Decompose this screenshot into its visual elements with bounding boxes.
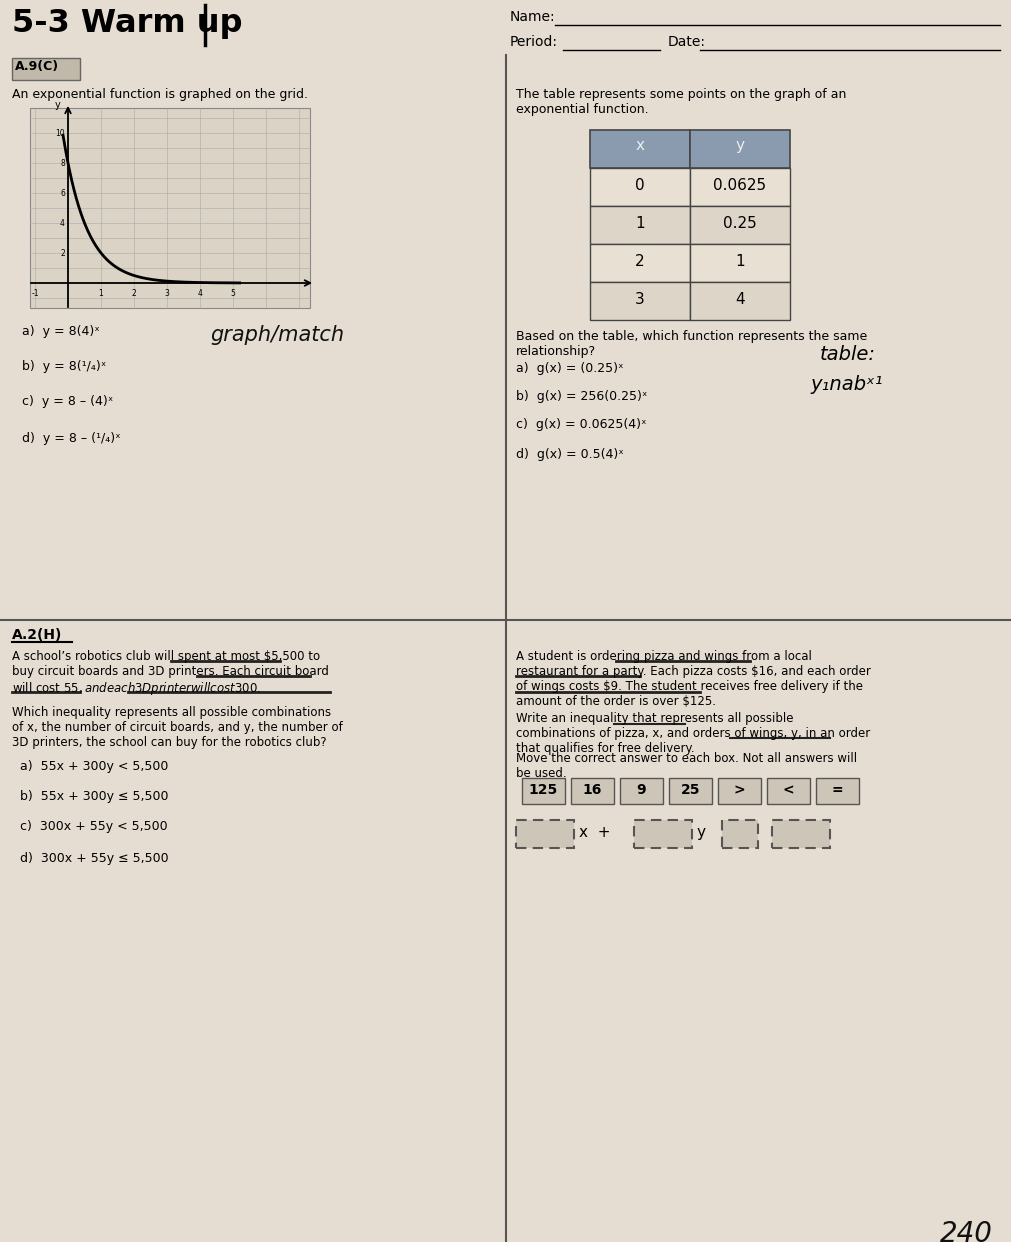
Bar — [589, 168, 690, 206]
Text: b)  55x + 300y ≤ 5,500: b) 55x + 300y ≤ 5,500 — [20, 790, 169, 804]
Text: y: y — [55, 101, 61, 111]
Bar — [589, 243, 690, 282]
Bar — [690, 206, 790, 243]
Text: graph/match: graph/match — [210, 325, 344, 345]
Text: c)  y = 8 – (4)ˣ: c) y = 8 – (4)ˣ — [22, 395, 113, 409]
Text: 2: 2 — [61, 248, 65, 257]
Bar — [12, 58, 80, 79]
Text: Write an inequality that represents all possible
combinations of pizza, x, and o: Write an inequality that represents all … — [516, 712, 869, 755]
Bar — [30, 108, 309, 308]
Text: 1: 1 — [98, 289, 103, 298]
Text: 4: 4 — [734, 292, 744, 307]
Bar — [717, 777, 760, 804]
Bar — [690, 282, 790, 320]
Text: d)  300x + 55y ≤ 5,500: d) 300x + 55y ≤ 5,500 — [20, 852, 169, 864]
Text: a)  55x + 300y < 5,500: a) 55x + 300y < 5,500 — [20, 760, 168, 773]
Text: 125: 125 — [529, 782, 558, 797]
Text: 3: 3 — [635, 292, 644, 307]
Text: The table represents some points on the graph of an
exponential function.: The table represents some points on the … — [516, 88, 845, 116]
Text: 8: 8 — [61, 159, 65, 168]
Text: 1: 1 — [635, 216, 644, 231]
Text: 0: 0 — [635, 178, 644, 193]
Text: An exponential function is graphed on the grid.: An exponential function is graphed on th… — [12, 88, 307, 101]
Text: 2: 2 — [131, 289, 136, 298]
Text: Name:: Name: — [510, 10, 555, 24]
Text: x  +: x + — [578, 825, 610, 840]
Text: y: y — [735, 138, 744, 153]
Text: 5: 5 — [231, 289, 236, 298]
Bar — [589, 130, 690, 168]
Text: A.2(H): A.2(H) — [12, 628, 63, 642]
Text: 1: 1 — [734, 255, 744, 270]
Text: d)  y = 8 – (¹/₄)ˣ: d) y = 8 – (¹/₄)ˣ — [22, 432, 120, 445]
Text: 2: 2 — [635, 255, 644, 270]
Text: b)  g(x) = 256(0.25)ˣ: b) g(x) = 256(0.25)ˣ — [516, 390, 647, 402]
Bar — [633, 820, 692, 848]
Text: Date:: Date: — [667, 35, 706, 48]
Text: y: y — [697, 825, 706, 840]
Text: Based on the table, which function represents the same
relationship?: Based on the table, which function repre… — [516, 330, 866, 358]
Text: 6: 6 — [60, 189, 65, 197]
Text: 4: 4 — [197, 289, 202, 298]
Text: 25: 25 — [680, 782, 700, 797]
Bar — [589, 206, 690, 243]
Text: 4: 4 — [60, 219, 65, 227]
Text: 240: 240 — [939, 1220, 992, 1242]
Text: 16: 16 — [582, 782, 602, 797]
Text: table:: table: — [819, 345, 876, 364]
Text: b)  y = 8(¹/₄)ˣ: b) y = 8(¹/₄)ˣ — [22, 360, 106, 373]
Text: Period:: Period: — [510, 35, 557, 48]
Bar — [570, 777, 614, 804]
Text: c)  300x + 55y < 5,500: c) 300x + 55y < 5,500 — [20, 820, 168, 833]
Text: y₁nabˣ¹: y₁nabˣ¹ — [809, 375, 882, 394]
Text: 3: 3 — [165, 289, 169, 298]
Text: d)  g(x) = 0.5(4)ˣ: d) g(x) = 0.5(4)ˣ — [516, 448, 623, 461]
Bar — [668, 777, 712, 804]
Bar — [771, 820, 829, 848]
Bar — [690, 243, 790, 282]
Bar — [589, 282, 690, 320]
Bar — [815, 777, 858, 804]
Text: a)  g(x) = (0.25)ˣ: a) g(x) = (0.25)ˣ — [516, 361, 623, 375]
Text: Move the correct answer to each box. Not all answers will
be used.: Move the correct answer to each box. Not… — [516, 751, 856, 780]
Text: >: > — [733, 782, 744, 797]
Text: c)  g(x) = 0.0625(4)ˣ: c) g(x) = 0.0625(4)ˣ — [516, 419, 646, 431]
Bar — [690, 168, 790, 206]
Bar — [620, 777, 662, 804]
Text: 10: 10 — [56, 128, 65, 138]
Text: <: < — [782, 782, 794, 797]
Text: A school’s robotics club will spent at most $5,500 to
buy circuit boards and 3D : A school’s robotics club will spent at m… — [12, 650, 329, 698]
Bar — [516, 820, 573, 848]
Text: 9: 9 — [636, 782, 646, 797]
Text: 0.25: 0.25 — [723, 216, 756, 231]
Bar — [690, 130, 790, 168]
Bar — [522, 777, 564, 804]
Bar — [766, 777, 809, 804]
Text: a)  y = 8(4)ˣ: a) y = 8(4)ˣ — [22, 325, 100, 338]
Bar — [721, 820, 757, 848]
Text: x: x — [635, 138, 644, 153]
Text: 0.0625: 0.0625 — [713, 178, 765, 193]
Text: Which inequality represents all possible combinations
of x, the number of circui: Which inequality represents all possible… — [12, 705, 343, 749]
Text: 5-3 Warm up: 5-3 Warm up — [12, 7, 243, 39]
Text: -1: -1 — [31, 289, 38, 298]
Text: =: = — [831, 782, 842, 797]
Text: A student is ordering pizza and wings from a local
restaurant for a party. Each : A student is ordering pizza and wings fr… — [516, 650, 870, 708]
Text: A.9(C): A.9(C) — [15, 60, 59, 73]
